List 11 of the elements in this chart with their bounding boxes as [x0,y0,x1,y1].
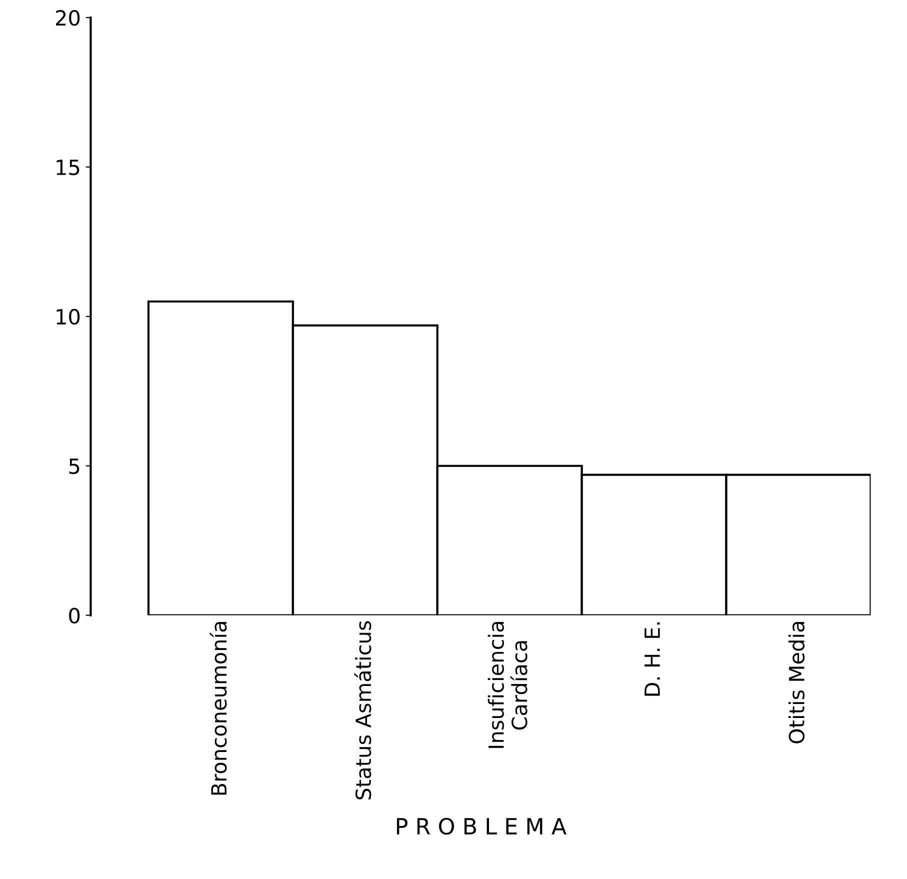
x-axis-title: P R O B L E M A [396,818,566,835]
x-tick-label: Otitis Media [788,622,805,744]
y-tick-label: 10 [56,308,80,325]
y-tick-label: 0 [69,608,80,624]
x-tick-label: Insuficiencia Cardíaca [488,622,528,748]
y-tick-label: 15 [56,160,80,176]
x-tick-label: Status Asmáticus [354,621,372,800]
y-tick-label: 20 [56,10,80,26]
x-tick-label: D. H. E. [644,622,660,696]
y-tick-label: 5 [69,458,80,474]
x-tick-label: Bronconeumonía [210,622,227,795]
